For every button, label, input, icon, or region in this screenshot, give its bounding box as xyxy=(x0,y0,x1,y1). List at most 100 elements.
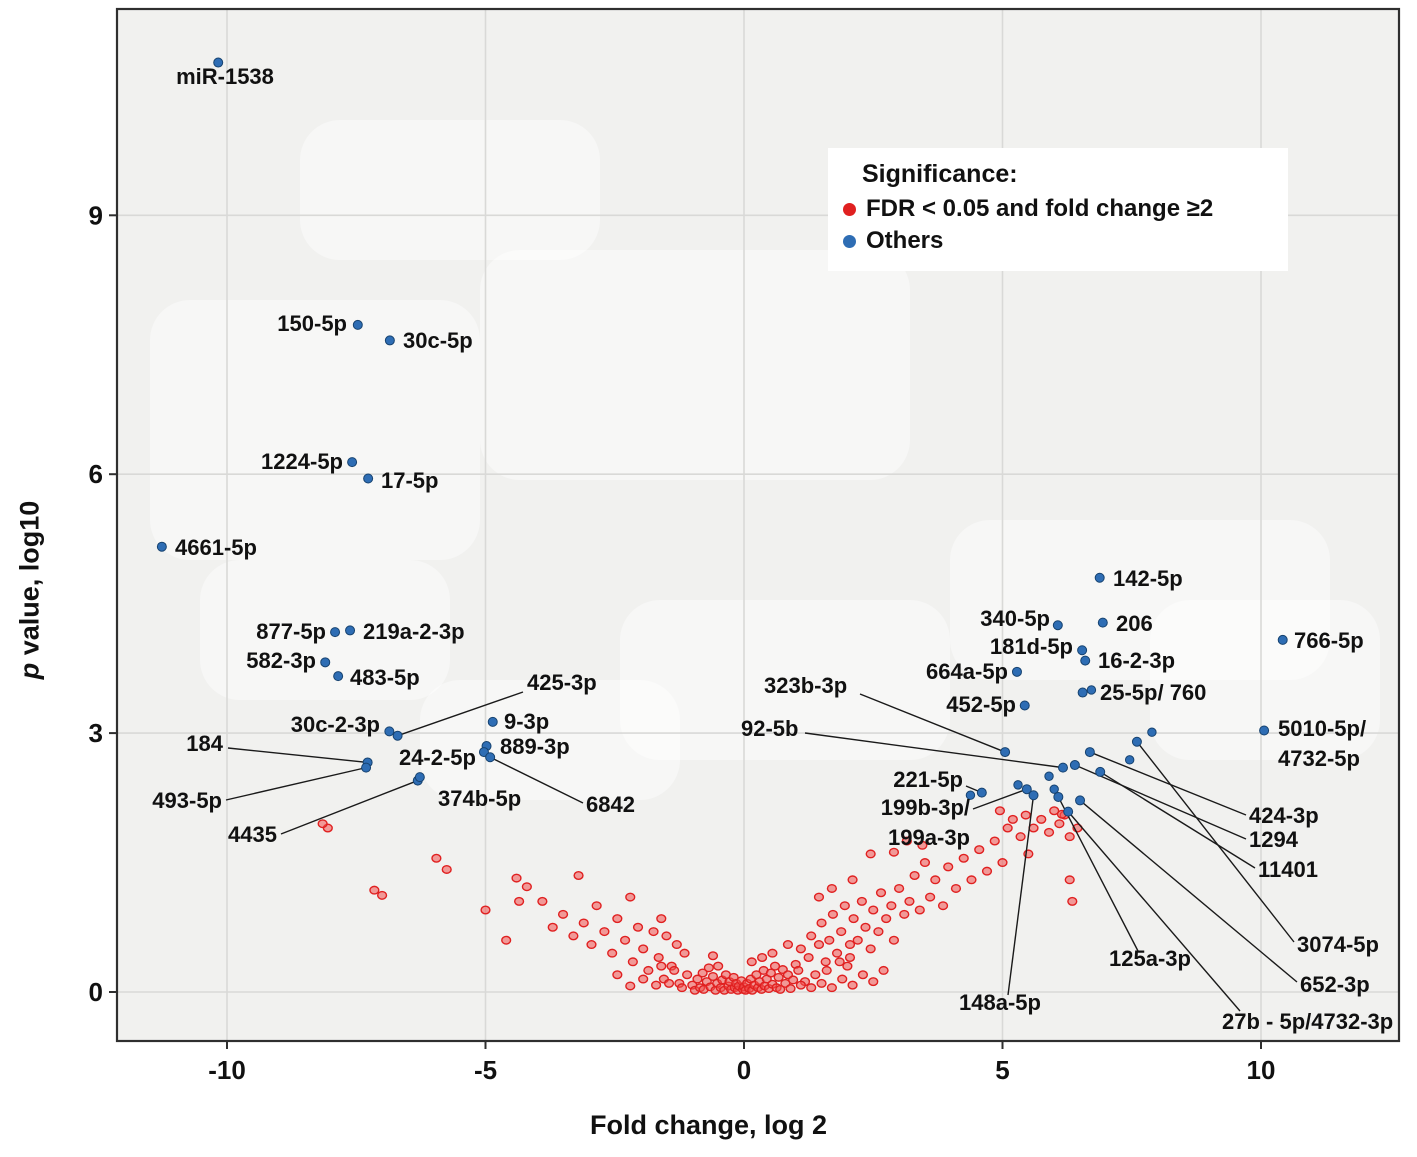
red-point xyxy=(839,901,850,911)
red-point xyxy=(865,944,876,954)
legend: Significance: FDR < 0.05 and fold change… xyxy=(828,148,1288,271)
red-point xyxy=(868,905,879,915)
red-point xyxy=(914,905,925,915)
labeled-blue-point xyxy=(1259,725,1270,736)
background-patch xyxy=(300,120,600,260)
red-point xyxy=(856,896,867,906)
red-point xyxy=(873,927,884,937)
legend-item-others: Others xyxy=(836,227,1278,255)
point-label: 181d-5p xyxy=(990,634,1073,659)
labeled-blue-point xyxy=(1021,784,1032,795)
leader-line xyxy=(1067,811,1241,1012)
red-point xyxy=(994,806,1006,816)
red-point xyxy=(860,922,871,932)
labeled-blue-point xyxy=(330,627,341,638)
point-label: 92-5b xyxy=(741,716,798,741)
y-axis-title: p value, log10 xyxy=(15,501,46,680)
point-label: 1224-5p xyxy=(261,449,343,474)
red-point xyxy=(643,965,654,975)
point-label: miR-1538 xyxy=(176,64,274,89)
red-point xyxy=(656,961,667,971)
leader-line xyxy=(972,788,1028,810)
point-label: 425-3p xyxy=(527,670,597,695)
x-tick-label: -10 xyxy=(208,1055,246,1085)
red-point xyxy=(638,974,649,984)
point-label: 199a-3p xyxy=(888,825,970,850)
red-point xyxy=(501,935,512,945)
red-point xyxy=(607,948,618,958)
red-point xyxy=(816,918,827,928)
red-point xyxy=(806,931,817,941)
red-point xyxy=(547,922,558,932)
leader-line xyxy=(1007,795,1035,996)
labeled-blue-point xyxy=(1095,766,1106,777)
red-point xyxy=(671,940,682,950)
labeled-blue-point xyxy=(1000,747,1011,758)
red-point xyxy=(937,901,949,911)
leader-line xyxy=(1074,764,1247,840)
labeled-blue-point xyxy=(361,762,372,773)
background-patch xyxy=(150,300,480,560)
x-tick-label: 5 xyxy=(995,1055,1009,1085)
labeled-blue-point xyxy=(1057,762,1068,773)
red-point xyxy=(989,836,1000,846)
red-point xyxy=(1036,814,1047,824)
red-point xyxy=(317,819,328,829)
y-axis-title-italic: p xyxy=(14,662,45,680)
red-point xyxy=(852,935,863,945)
red-point xyxy=(612,970,623,980)
red-point xyxy=(599,927,610,937)
red-point xyxy=(848,914,859,924)
labeled-blue-point xyxy=(384,335,395,346)
plot-border xyxy=(115,7,1401,1043)
red-marker-icon xyxy=(843,202,856,216)
red-point xyxy=(769,961,781,971)
point-label: 27b - 5p/4732-3p xyxy=(1222,1009,1393,1034)
red-point xyxy=(793,965,804,975)
labeled-blue-point xyxy=(320,657,331,668)
labeled-blue-point xyxy=(1077,687,1088,698)
red-point xyxy=(765,968,776,978)
point-label: 6842 xyxy=(586,792,635,817)
red-point xyxy=(844,952,856,962)
point-label: 199b-3p/ xyxy=(881,795,970,820)
red-point xyxy=(669,965,680,975)
red-point xyxy=(909,870,920,880)
red-point xyxy=(847,980,858,990)
blue-marker-icon xyxy=(843,234,856,248)
point-label: 4732-5p xyxy=(1278,746,1360,771)
blue-point xyxy=(965,790,976,800)
point-label: 323b-3p xyxy=(764,673,847,698)
red-point xyxy=(888,847,900,857)
red-point xyxy=(827,909,839,919)
red-point xyxy=(775,984,786,994)
red-point xyxy=(868,977,879,987)
red-point xyxy=(557,909,569,919)
red-point xyxy=(619,935,631,945)
red-point xyxy=(950,883,962,893)
legend-label-significant: FDR < 0.05 and fold change ≥2 xyxy=(866,195,1214,222)
red-point xyxy=(431,853,442,863)
y-axis-title-rest: value, log10 xyxy=(14,500,45,663)
red-point xyxy=(997,858,1008,868)
red-point xyxy=(826,983,837,993)
labeled-blue-point xyxy=(1080,655,1091,666)
red-point xyxy=(886,901,897,911)
red-point xyxy=(651,980,662,990)
labeled-blue-point xyxy=(1077,645,1088,656)
red-point xyxy=(837,974,848,984)
leader-line xyxy=(280,779,419,835)
red-point xyxy=(632,922,644,932)
labeled-blue-point xyxy=(1131,736,1142,747)
red-point xyxy=(514,896,525,906)
labeled-blue-point xyxy=(1052,620,1063,631)
leader-line xyxy=(1089,751,1247,816)
blue-point xyxy=(1013,780,1023,790)
red-point xyxy=(703,963,714,973)
point-label: 889-3p xyxy=(500,734,570,759)
red-point xyxy=(1067,896,1078,906)
point-label: 184 xyxy=(186,731,223,756)
red-point xyxy=(573,870,584,880)
red-point xyxy=(591,901,602,911)
red-point xyxy=(831,948,843,958)
